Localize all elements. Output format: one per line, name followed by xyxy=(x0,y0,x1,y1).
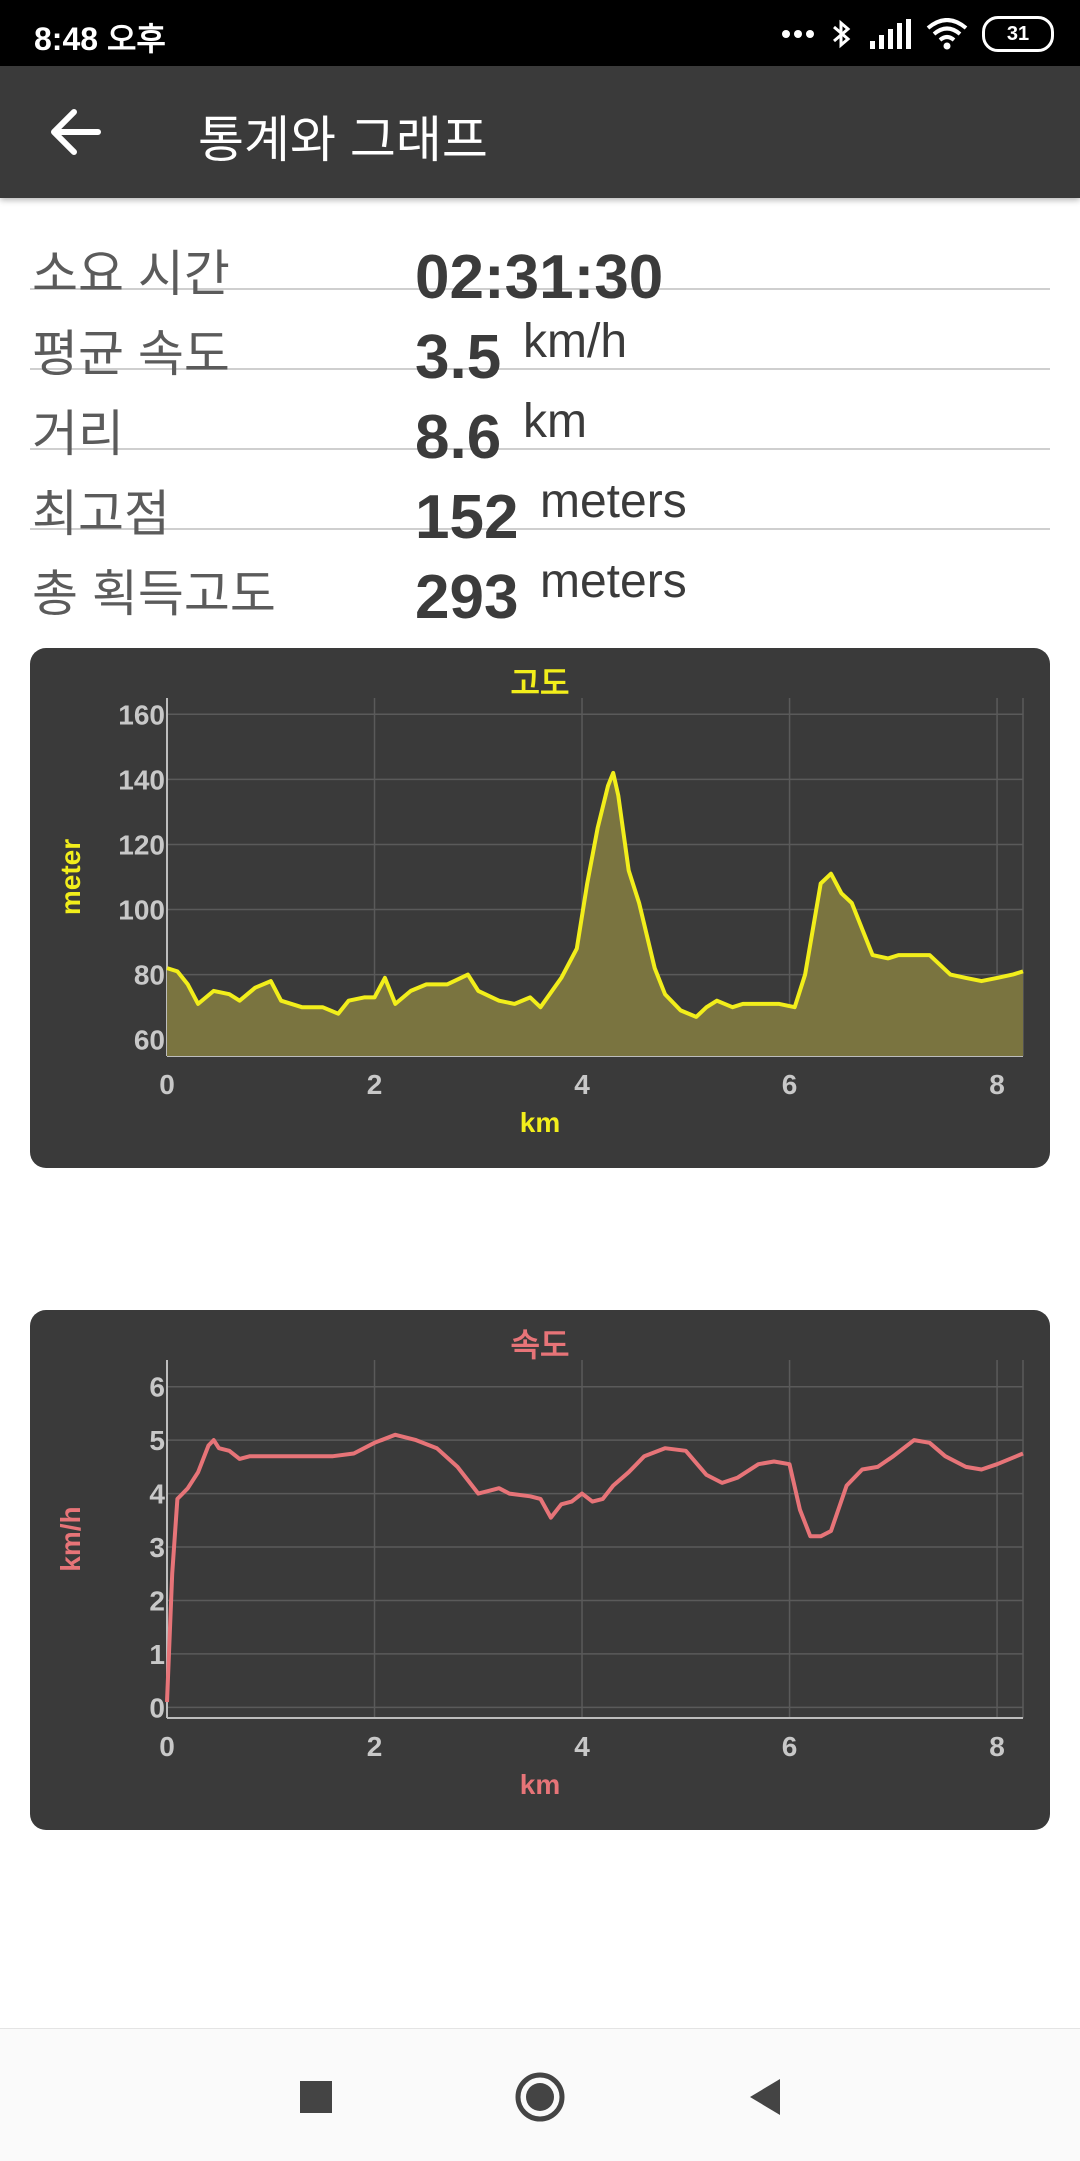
y-tick-label: 160 xyxy=(118,699,165,730)
stat-label: 거리 xyxy=(32,406,124,462)
stat-label: 평균 속도 xyxy=(32,326,230,382)
y-tick-label: 6 xyxy=(149,1372,165,1403)
wifi-icon xyxy=(926,18,968,50)
signal-icon xyxy=(870,19,911,49)
bluetooth-icon xyxy=(833,19,851,49)
elevation-chart-card: 0 2 4 6 8 60 80 100 120 140 160 고도 km meter xyxy=(30,648,1050,1168)
y-tick-label: 3 xyxy=(149,1532,165,1563)
page-title: 통계와 그래프 xyxy=(198,112,488,168)
stat-row-avg-speed: 평균 속도 3.5 km/h xyxy=(30,290,1050,389)
stat-row-duration: 소요 시간 02:31:30 xyxy=(30,210,1050,309)
y-tick-label: 2 xyxy=(149,1585,165,1616)
x-tick-label: 0 xyxy=(159,1731,175,1762)
stat-value: 02:31:30 xyxy=(415,243,664,312)
x-tick-label: 4 xyxy=(574,1731,590,1762)
series-line xyxy=(166,770,1024,1019)
y-tick-label: 140 xyxy=(118,764,165,795)
y-tick-label: 100 xyxy=(118,895,165,926)
stat-row-total-ascent: 총 획득고도 293 meters xyxy=(30,530,1050,629)
y-axis-label: meter xyxy=(55,839,86,915)
y-tick-label: 4 xyxy=(149,1479,165,1510)
x-tick-label: 8 xyxy=(989,1731,1005,1762)
y-tick-label: 0 xyxy=(149,1692,165,1723)
x-axis-label: km xyxy=(520,1107,560,1138)
chart-title: 고도 xyxy=(511,664,570,702)
status-icons: 31 xyxy=(780,12,1054,56)
x-tick-label: 4 xyxy=(574,1069,590,1100)
chart-title: 속도 xyxy=(511,1326,570,1364)
stat-value: 8.6 xyxy=(415,403,502,472)
status-bar: 8:48 오후 31 xyxy=(0,0,1080,66)
status-time: 8:48 오후 xyxy=(34,21,166,57)
stat-value: 293 xyxy=(415,563,519,632)
back-triangle-icon[interactable] xyxy=(734,2067,794,2127)
battery-icon: 31 xyxy=(982,16,1054,52)
y-tick-label: 80 xyxy=(134,960,165,991)
y-tick-label: 1 xyxy=(149,1639,165,1670)
recents-square-icon[interactable] xyxy=(286,2067,346,2127)
speed-chart: 0 2 4 6 8 0 1 2 3 4 5 6 속도 km km/h xyxy=(55,1326,1024,1800)
x-axis-label: km xyxy=(520,1769,560,1800)
series-line xyxy=(165,1432,1024,1703)
x-tick-label: 6 xyxy=(782,1069,798,1100)
stat-unit: meters xyxy=(540,475,687,528)
x-tick-label: 8 xyxy=(989,1069,1005,1100)
x-tick-label: 2 xyxy=(367,1069,383,1100)
stat-unit: km xyxy=(523,395,587,448)
home-circle-icon[interactable] xyxy=(510,2067,570,2127)
speed-chart-card: 0 2 4 6 8 0 1 2 3 4 5 6 속도 km km/h xyxy=(30,1310,1050,1830)
stats-table: 소요 시간 02:31:30 평균 속도 3.5 km/h 거리 8.6 km … xyxy=(30,210,1050,629)
stat-label: 소요 시간 xyxy=(32,246,230,302)
series-area xyxy=(167,772,1023,1056)
more-dots-icon xyxy=(782,30,814,38)
y-tick-label: 60 xyxy=(134,1025,165,1056)
stat-unit: km/h xyxy=(523,315,628,368)
arrow-left-icon[interactable] xyxy=(38,100,118,164)
x-tick-label: 2 xyxy=(367,1731,383,1762)
y-tick-label: 5 xyxy=(149,1425,165,1456)
x-tick-label: 0 xyxy=(159,1069,175,1100)
stat-value: 152 xyxy=(415,483,519,552)
stat-row-max-elevation: 최고점 152 meters xyxy=(30,450,1050,549)
x-tick-label: 6 xyxy=(782,1731,798,1762)
y-axis-label: km/h xyxy=(55,1506,86,1571)
elevation-chart: 0 2 4 6 8 60 80 100 120 140 160 고도 km meter xyxy=(55,664,1024,1138)
stat-row-distance: 거리 8.6 km xyxy=(30,370,1050,469)
stat-value: 3.5 xyxy=(415,323,502,392)
y-tick-label: 120 xyxy=(118,829,165,860)
navigation-bar xyxy=(0,2028,1080,2161)
app-bar: 통계와 그래프 xyxy=(0,66,1080,198)
stat-label: 총 획득고도 xyxy=(32,566,276,622)
stat-label: 최고점 xyxy=(32,486,170,542)
stat-unit: meters xyxy=(540,555,687,608)
